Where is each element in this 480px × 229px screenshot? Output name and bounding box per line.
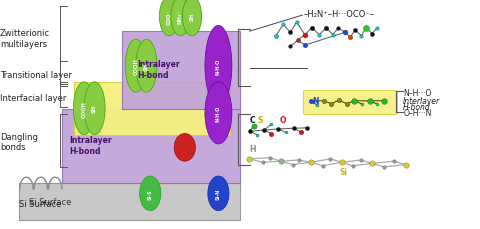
Text: Si-S: Si-S bbox=[148, 188, 153, 199]
Ellipse shape bbox=[205, 26, 232, 106]
Ellipse shape bbox=[159, 0, 179, 37]
FancyBboxPatch shape bbox=[62, 110, 240, 183]
Ellipse shape bbox=[140, 176, 161, 211]
Text: N·H·O: N·H·O bbox=[216, 58, 221, 74]
Ellipse shape bbox=[171, 0, 190, 37]
Text: O–H···N: O–H···N bbox=[403, 109, 432, 118]
FancyBboxPatch shape bbox=[19, 183, 240, 220]
Text: O: O bbox=[280, 116, 287, 125]
Text: SH: SH bbox=[92, 105, 97, 113]
Text: COOH: COOH bbox=[133, 58, 138, 75]
Text: Interfacial layer: Interfacial layer bbox=[0, 94, 66, 103]
Text: Transitional layer: Transitional layer bbox=[0, 71, 72, 80]
Text: NH₃⁺: NH₃⁺ bbox=[178, 10, 183, 24]
Text: C: C bbox=[249, 116, 255, 125]
Text: COOH: COOH bbox=[82, 100, 86, 117]
Text: N: N bbox=[312, 96, 319, 105]
Text: SH: SH bbox=[144, 62, 149, 71]
Ellipse shape bbox=[208, 176, 229, 211]
Text: S: S bbox=[258, 116, 264, 125]
Text: Interlayer: Interlayer bbox=[403, 97, 440, 106]
Text: N–H···O: N–H···O bbox=[403, 88, 432, 97]
Ellipse shape bbox=[136, 40, 157, 93]
Ellipse shape bbox=[84, 82, 105, 135]
FancyBboxPatch shape bbox=[303, 91, 397, 115]
Text: N·H·O: N·H·O bbox=[216, 105, 221, 121]
Text: Zwitterionic
multilayers: Zwitterionic multilayers bbox=[0, 29, 50, 49]
Text: H: H bbox=[250, 144, 256, 153]
Text: Si-N: Si-N bbox=[216, 188, 221, 199]
Ellipse shape bbox=[125, 40, 146, 93]
Text: H-bond: H-bond bbox=[403, 103, 431, 112]
FancyBboxPatch shape bbox=[122, 32, 240, 110]
Text: –H₂N⁺–H···OCO⁻–: –H₂N⁺–H···OCO⁻– bbox=[304, 10, 375, 19]
Text: SH: SH bbox=[190, 13, 194, 21]
Ellipse shape bbox=[73, 82, 95, 135]
Text: Si Surface: Si Surface bbox=[19, 199, 61, 208]
Text: Si: Si bbox=[339, 167, 347, 176]
Text: Dangling
bonds: Dangling bonds bbox=[0, 132, 38, 152]
Text: Si Surface: Si Surface bbox=[29, 197, 71, 206]
Text: Intralayer
H-bond: Intralayer H-bond bbox=[137, 60, 180, 80]
Ellipse shape bbox=[205, 82, 232, 144]
Ellipse shape bbox=[174, 134, 195, 161]
Text: COO⁻: COO⁻ bbox=[167, 10, 171, 25]
FancyBboxPatch shape bbox=[74, 82, 230, 135]
Text: Intralayer
H-bond: Intralayer H-bond bbox=[70, 135, 112, 155]
Ellipse shape bbox=[182, 0, 202, 37]
